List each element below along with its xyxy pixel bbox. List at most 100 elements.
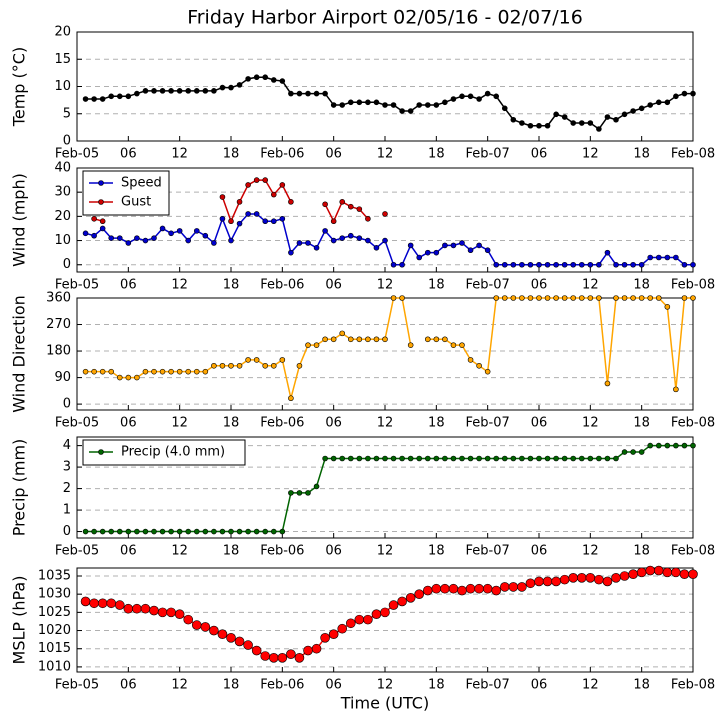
data-point [373,245,380,251]
plot-frame [76,31,694,142]
data-point [613,261,619,268]
x-tick-label: Feb-05 [55,147,99,162]
data-point [399,455,405,462]
plot-frame [76,297,694,411]
data-point [262,528,269,535]
data-point [347,336,354,343]
data-point [99,96,106,102]
data-point [305,240,311,246]
y-tick-label: 0 [63,397,71,412]
data-point [690,261,696,268]
data-point [561,114,568,120]
y-tick-label: 180 [46,344,71,359]
data-point [159,528,166,535]
data-point [484,455,491,462]
data-point [382,211,388,217]
data-point [638,449,645,455]
data-point [330,455,337,462]
data-point [542,576,553,587]
data-point [200,622,211,632]
y-axis-label: Wind Direction [10,295,29,413]
data-point [619,571,630,581]
data-point [630,449,636,455]
data-point [288,490,294,496]
data-point [151,235,157,241]
data-point [270,362,277,369]
data-point [108,235,115,241]
data-point [279,182,286,188]
data-point [91,215,97,222]
data-point [424,336,431,343]
y-tick-label: 3 [63,460,71,475]
data-point [645,565,656,576]
data-point [322,228,328,234]
data-point [260,651,271,661]
data-point [390,295,397,301]
x-tick-label: 12 [171,678,188,693]
x-tick-label: 18 [633,678,650,693]
data-point [236,82,243,88]
data-point [356,99,363,106]
data-point [596,295,602,301]
plot-frame [76,436,694,539]
data-point [570,120,577,126]
data-point [373,455,380,462]
data-point [630,261,636,268]
data-point [262,74,269,81]
data-point [185,237,192,244]
y-axis-label: Temp (°C) [10,47,29,127]
data-point [125,240,132,246]
data-point [613,455,619,462]
data-point [630,295,636,301]
data-point [536,455,542,462]
data-point [527,455,534,462]
data-point [559,574,570,585]
data-point [108,93,115,100]
x-tick-label: 06 [325,278,342,293]
data-point [166,607,176,618]
data-point [442,455,448,462]
data-point [681,442,688,449]
data-point [519,295,525,301]
data-point [116,93,123,100]
data-point [628,569,638,579]
x-tick-label: Feb-07 [466,678,510,693]
x-tick-label: 06 [531,544,548,559]
data-point [288,249,294,256]
data-point [613,116,619,123]
data-point [407,242,414,249]
data-point [390,455,397,462]
data-point [185,88,192,94]
data-point [339,102,346,108]
data-point [390,261,397,268]
data-point [457,585,467,596]
data-point [382,336,388,343]
x-tick-label: Feb-06 [260,278,304,293]
data-point [397,596,407,607]
data-point [544,295,551,301]
data-point [183,614,194,625]
x-tick-label: 18 [633,544,650,559]
data-point [330,336,337,343]
data-point [159,225,166,232]
data-point [510,295,517,301]
x-tick-label: 12 [582,147,599,162]
x-axis-label: Time (UTC) [340,694,429,713]
data-point [527,261,534,268]
data-point [688,569,698,579]
data-point [174,609,185,619]
data-point [467,93,474,100]
data-point [450,242,457,249]
data-point [553,111,559,118]
data-point [313,342,320,348]
x-tick-label: 18 [428,678,445,693]
data-point [690,90,696,97]
data-point [202,232,209,239]
x-tick-label: Feb-06 [260,678,304,693]
y-tick-label: 1025 [38,605,71,620]
x-tick-label: 12 [377,544,394,559]
data-point [134,235,140,241]
x-tick-label: Feb-07 [466,544,510,559]
data-point [211,88,217,94]
x-tick-label: 12 [377,147,394,162]
